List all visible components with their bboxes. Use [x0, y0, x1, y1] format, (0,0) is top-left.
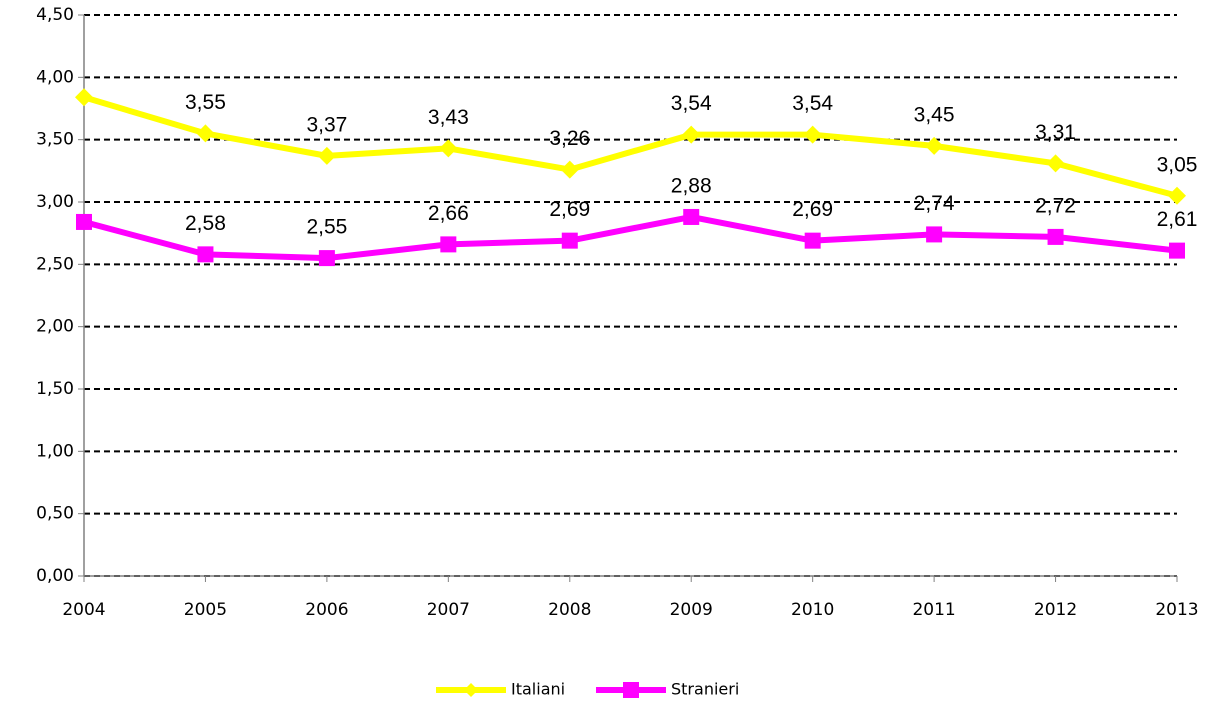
point: [682, 125, 701, 144]
point: [440, 236, 457, 253]
data-label: 2,58: [185, 212, 226, 235]
x-tick-label: 2008: [548, 600, 591, 620]
point: [464, 683, 478, 697]
data-label: 2,88: [671, 175, 712, 198]
series-line: [83, 94, 1178, 199]
point: [926, 226, 943, 243]
y-tick-label: 1,50: [36, 379, 74, 399]
x-tick-label: 2011: [912, 600, 955, 620]
data-label: 2,66: [428, 202, 469, 225]
data-label: 3,31: [1035, 121, 1076, 144]
y-tick-label: 0,50: [36, 504, 74, 524]
point: [318, 250, 335, 267]
data-label: 3,43: [428, 106, 469, 129]
data-label: 2,55: [306, 216, 347, 239]
data-label: 2,61: [1157, 208, 1198, 231]
y-tick-label: 3,00: [36, 192, 74, 212]
x-tick-label: 2006: [305, 600, 348, 620]
x-tick-label: 2007: [427, 600, 470, 620]
point: [317, 146, 336, 165]
point: [803, 125, 822, 144]
point: [623, 682, 639, 698]
point: [1047, 228, 1064, 245]
data-label: 2,74: [914, 192, 955, 215]
point: [439, 139, 458, 158]
point: [76, 213, 92, 230]
point: [1169, 242, 1185, 259]
data-label: 3,55: [185, 91, 226, 114]
y-tick-label: 4,50: [36, 5, 74, 25]
y-tick-label: 2,50: [36, 254, 74, 274]
x-tick-label: 2005: [184, 600, 227, 620]
point: [197, 246, 214, 263]
x-tick-label: 2004: [62, 600, 105, 620]
point: [1046, 154, 1065, 173]
x-tick-label: 2009: [670, 600, 713, 620]
data-label: 3,54: [671, 92, 712, 115]
x-tick-label: 2010: [791, 600, 834, 620]
point: [560, 160, 579, 179]
data-label: 3,05: [1157, 153, 1198, 176]
data-label: 3,37: [306, 113, 347, 136]
data-label: 2,69: [549, 198, 590, 221]
series-line: [83, 213, 1178, 262]
x-tick-label: 2012: [1034, 600, 1077, 620]
y-tick-label: 4,00: [36, 67, 74, 87]
point: [683, 208, 700, 225]
data-label: 3,54: [792, 92, 833, 115]
point: [925, 136, 944, 155]
legend-label: Stranieri: [671, 680, 739, 699]
point: [196, 124, 215, 143]
x-tick-label: 2013: [1155, 600, 1198, 620]
data-label: 2,72: [1035, 194, 1076, 217]
y-tick-label: 1,00: [36, 441, 74, 461]
data-label: 2,69: [792, 198, 833, 221]
y-tick-label: 0,00: [36, 566, 74, 586]
point: [75, 88, 93, 107]
point: [804, 232, 821, 249]
point: [561, 232, 578, 249]
point: [1168, 186, 1186, 205]
legend-label: Italiani: [511, 680, 565, 699]
data-label: 3,26: [549, 127, 590, 150]
data-label: 3,45: [914, 103, 955, 126]
y-tick-label: 3,50: [36, 130, 74, 150]
y-tick-label: 2,00: [36, 317, 74, 337]
